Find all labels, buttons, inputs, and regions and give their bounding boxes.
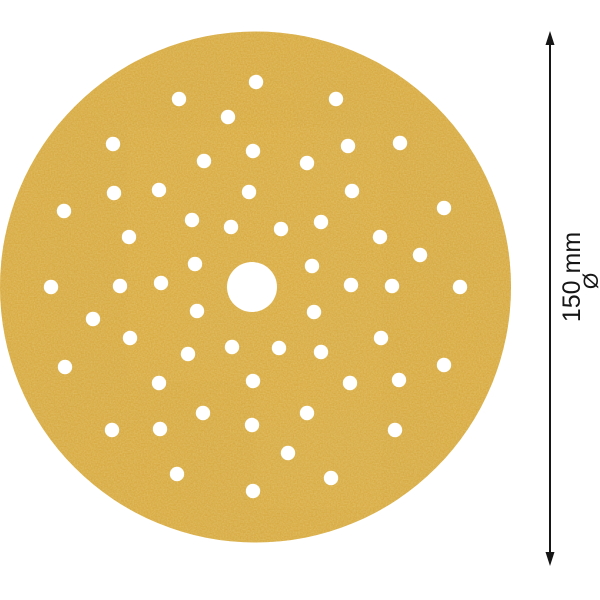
dimension-label: 150 mm	[558, 232, 586, 322]
hole	[271, 340, 287, 356]
hole	[104, 422, 120, 438]
hole	[223, 219, 239, 235]
hole	[373, 330, 389, 346]
hole	[106, 185, 122, 201]
hole	[43, 279, 59, 295]
hole	[245, 373, 261, 389]
hole	[187, 256, 203, 272]
hole	[343, 277, 359, 293]
hole	[57, 359, 73, 375]
hole	[273, 221, 289, 237]
hole	[196, 153, 212, 169]
hole	[180, 346, 196, 362]
dust-extraction-holes	[43, 74, 468, 499]
hole	[220, 109, 236, 125]
hole	[195, 405, 211, 421]
dimension-annotation: 150 mm Ø	[545, 31, 600, 566]
hole	[151, 375, 167, 391]
hole	[436, 357, 452, 373]
hole	[313, 214, 329, 230]
hole	[184, 212, 200, 228]
hole	[244, 417, 260, 433]
hole	[340, 138, 356, 154]
hole	[248, 74, 264, 90]
hole	[306, 304, 322, 320]
hole	[344, 183, 360, 199]
hole	[436, 200, 452, 216]
hole	[391, 372, 407, 388]
dimension-arrow-up-icon	[545, 31, 555, 45]
hole	[384, 278, 400, 294]
hole	[392, 135, 408, 151]
hole	[85, 311, 101, 327]
hole	[56, 203, 72, 219]
hole	[313, 344, 329, 360]
hole	[304, 258, 320, 274]
hole	[171, 91, 187, 107]
hole	[241, 184, 257, 200]
hole	[299, 405, 315, 421]
sanding-disc	[0, 31, 511, 543]
hole	[387, 422, 403, 438]
hole	[153, 275, 169, 291]
hole	[105, 136, 121, 152]
hole	[169, 466, 185, 482]
hole	[372, 229, 388, 245]
hole	[121, 229, 137, 245]
hole	[328, 91, 344, 107]
center-hole	[227, 262, 277, 312]
hole	[452, 279, 468, 295]
hole	[112, 278, 128, 294]
hole	[323, 470, 339, 486]
hole	[299, 155, 315, 171]
hole	[189, 303, 205, 319]
hole	[122, 330, 138, 346]
hole	[245, 483, 261, 499]
hole	[151, 182, 167, 198]
hole	[224, 339, 240, 355]
hole	[342, 375, 358, 391]
hole	[412, 247, 428, 263]
hole	[280, 445, 296, 461]
diameter-symbol: Ø	[580, 273, 600, 289]
dimension-arrow-down-icon	[545, 552, 555, 566]
hole	[152, 421, 168, 437]
hole	[245, 143, 261, 159]
